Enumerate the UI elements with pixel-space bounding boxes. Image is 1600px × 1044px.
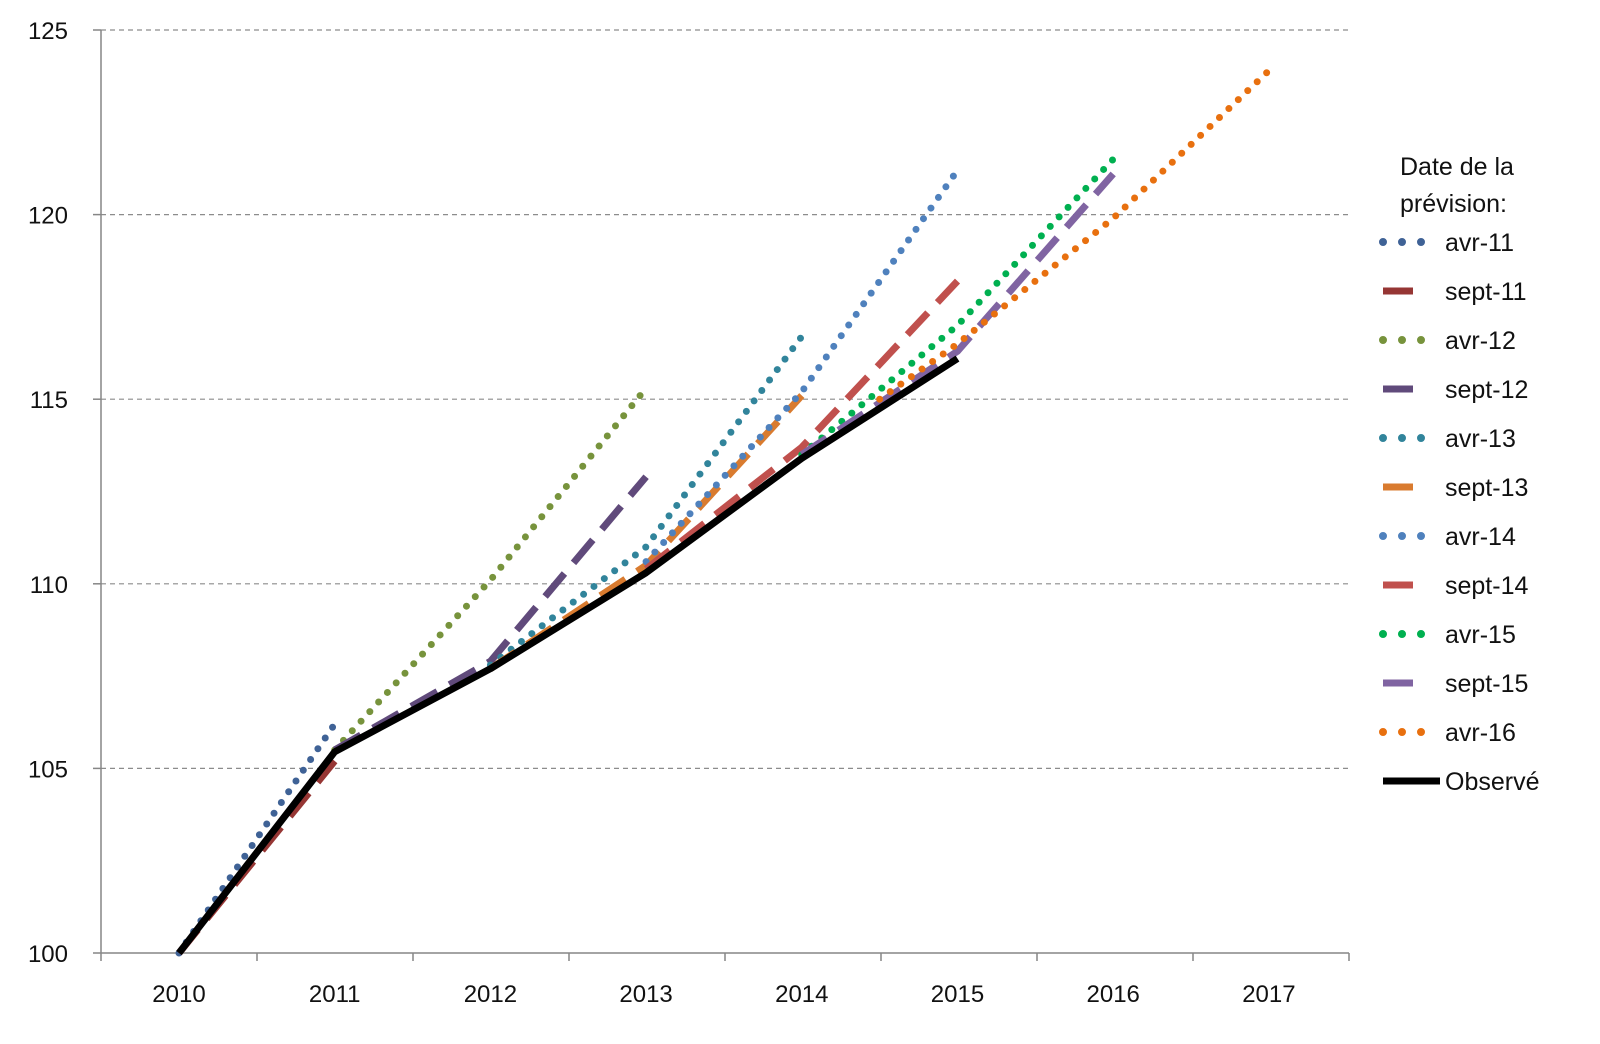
x-tick-label: 2012 [464, 981, 517, 1008]
series-line-avr-14 [642, 166, 961, 566]
legend-label-sept-13: sept-13 [1445, 474, 1528, 502]
x-tick-label: 2013 [619, 981, 672, 1008]
series-line-sept-14 [643, 278, 961, 572]
legend-label-sept-15: sept-15 [1445, 670, 1528, 698]
series-line-sept-13 [488, 393, 805, 672]
legend-label-sept-11: sept-11 [1445, 278, 1527, 306]
x-tick-label: 2017 [1242, 981, 1295, 1008]
legend-label-avr-13: avr-13 [1445, 425, 1516, 453]
series-line-sept-12 [332, 474, 649, 753]
legend-label-sept-14: sept-14 [1445, 572, 1528, 600]
legend-label-avr-11: avr-11 [1445, 229, 1514, 257]
x-tick-label: 2014 [775, 981, 828, 1008]
legend-label-avr-15: avr-15 [1445, 621, 1516, 649]
x-tick-label: 2010 [152, 981, 205, 1008]
series-line-avr-12 [331, 384, 650, 754]
y-tick-label: 100 [28, 941, 68, 968]
series-line-avr-16 [876, 67, 1273, 403]
series-line-sept-11 [176, 758, 338, 956]
legend-label-avr-14: avr-14 [1445, 523, 1516, 551]
legend-title-line2: prévision: [1400, 190, 1507, 218]
legend-title-line1: Date de la [1400, 153, 1514, 181]
x-tick-label: 2011 [309, 981, 361, 1008]
x-tick-label: 2015 [931, 981, 984, 1008]
legend-label-avr-16: avr-16 [1445, 719, 1516, 747]
legend-label-sept-12: sept-12 [1445, 376, 1528, 404]
legend-label-Observé: Observé [1445, 768, 1539, 796]
gridlines [101, 29, 1349, 770]
x-tick-label: 2016 [1087, 981, 1140, 1008]
y-tick-label: 115 [30, 387, 68, 414]
series-group [175, 67, 1273, 957]
y-tick-label: 125 [28, 18, 68, 45]
axes: 100 105 110 115 120 125 2010 2011 2012 2013 2014 20… [28, 18, 1350, 1008]
legend-label-avr-12: avr-12 [1445, 327, 1516, 355]
y-tick-label: 110 [30, 572, 68, 599]
series-line-avr-11 [175, 720, 339, 957]
series-line-avr-13 [486, 332, 806, 669]
y-tick-label: 120 [28, 203, 68, 230]
series-line-avr-15 [798, 155, 1117, 459]
series-line-sept-15 [799, 171, 1116, 458]
legend: Date de la prévision: avr-11 sept-11 avr-1… [1379, 153, 1539, 796]
y-tick-label: 105 [28, 756, 68, 783]
series-line-Observé [176, 355, 960, 956]
